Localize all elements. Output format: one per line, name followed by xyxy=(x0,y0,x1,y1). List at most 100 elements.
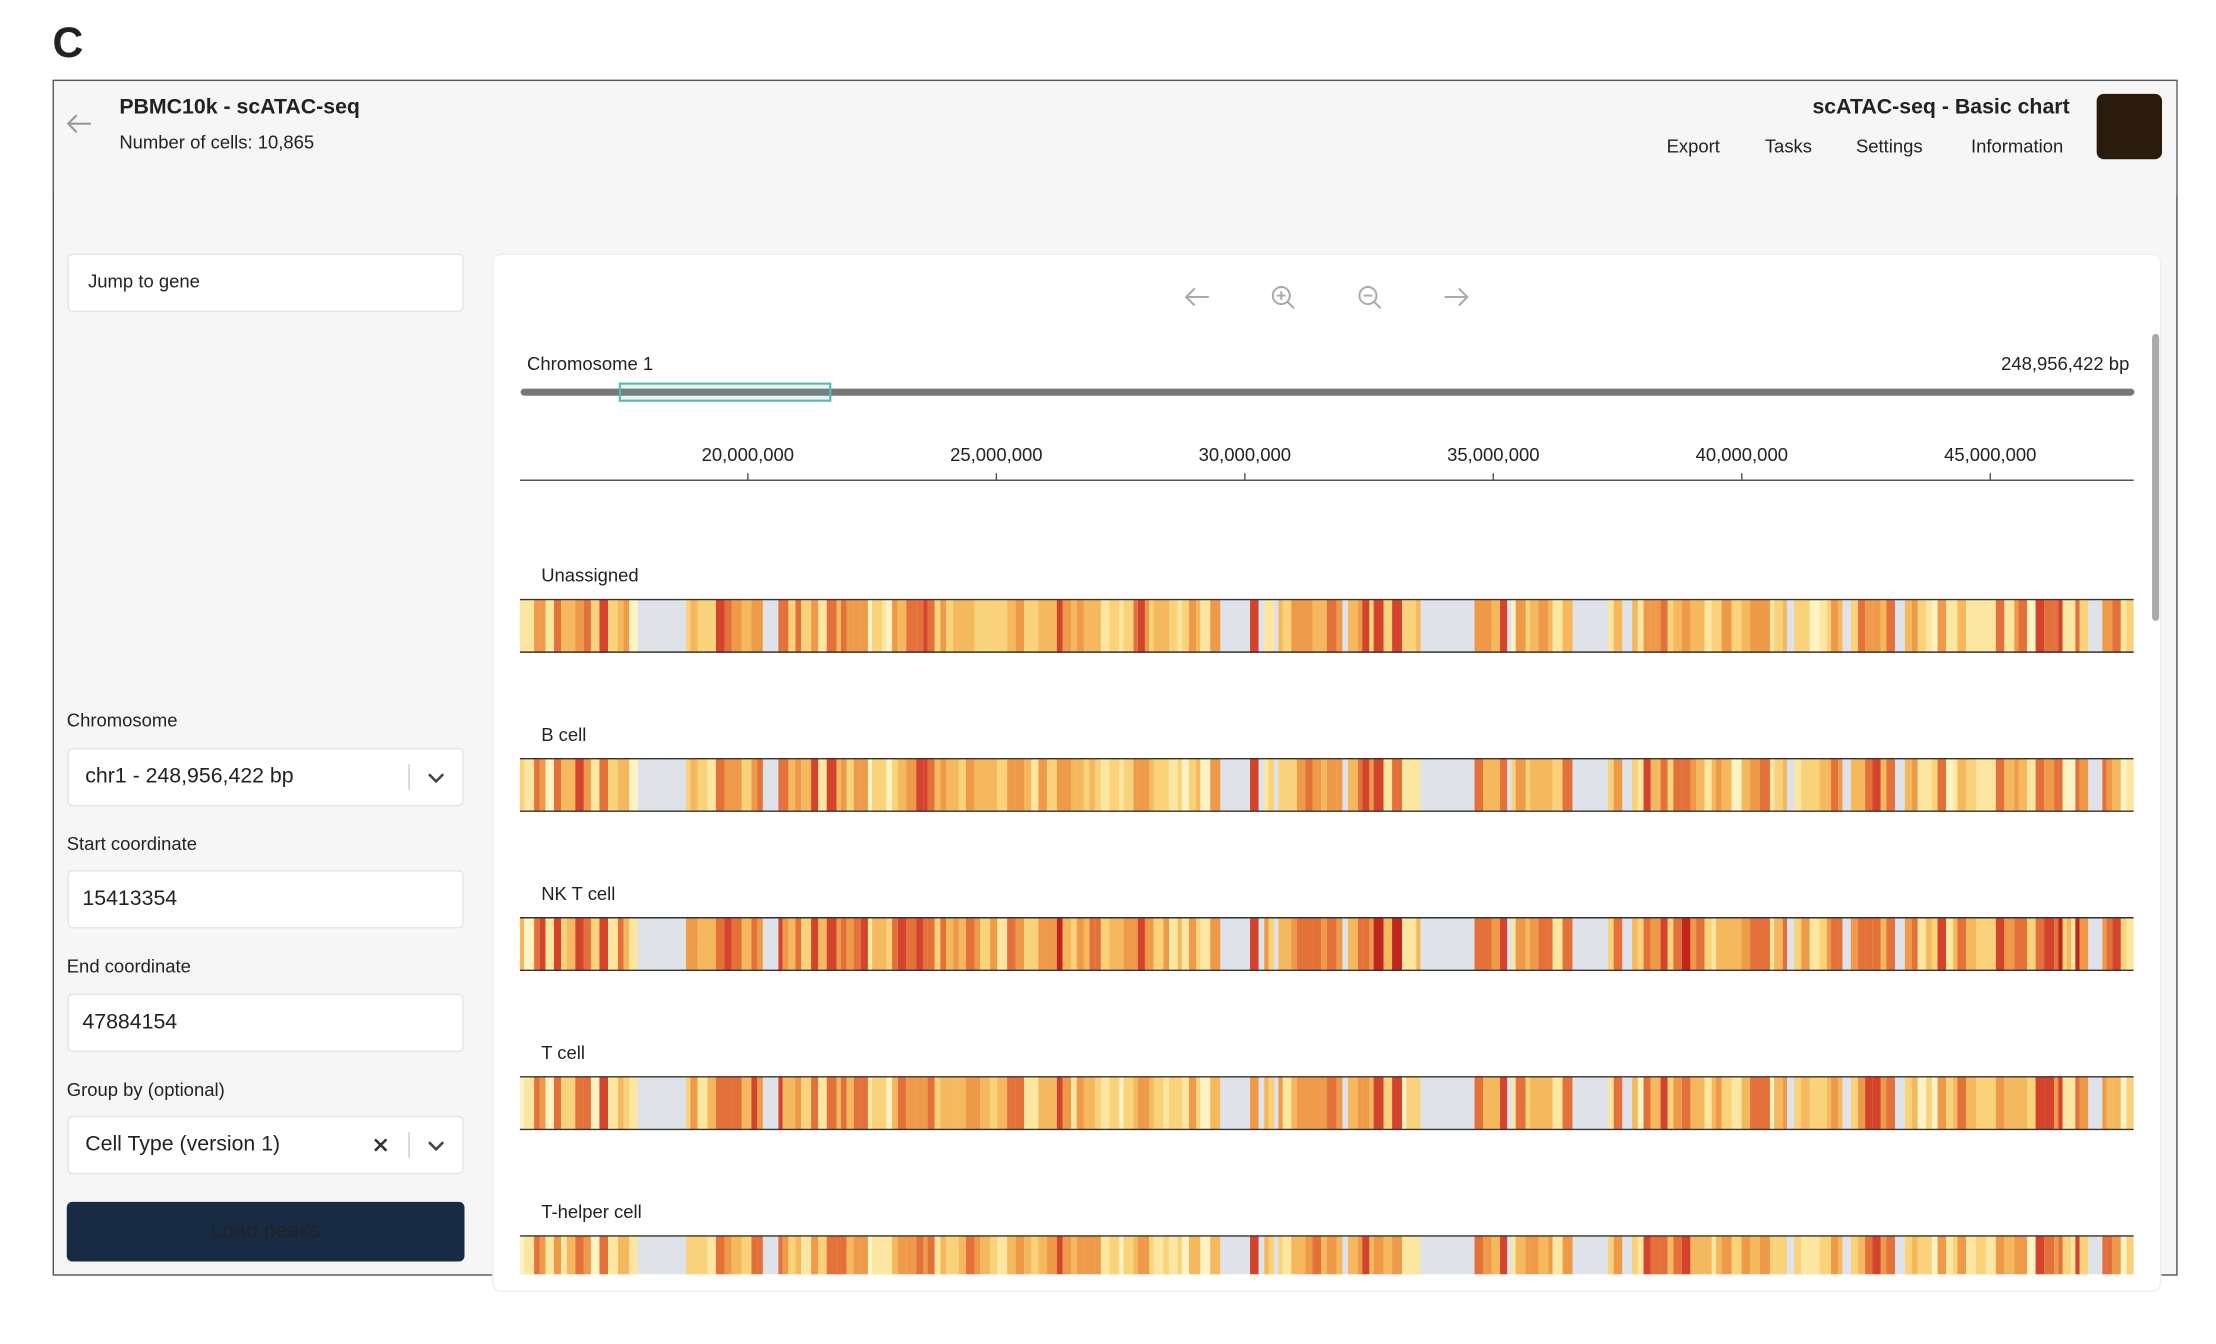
heat-cell xyxy=(1200,917,1211,971)
heat-cell xyxy=(1483,1235,1492,1275)
menu-item[interactable]: Settings xyxy=(1856,136,1923,157)
heat-cell xyxy=(1181,917,1189,971)
heat-cell xyxy=(882,1076,887,1130)
select-value: Cell Type (version 1) xyxy=(85,1132,280,1156)
heat-cell xyxy=(867,917,873,971)
heat-cell xyxy=(782,1235,789,1275)
heat-cell xyxy=(554,758,562,812)
heat-cell xyxy=(1838,1235,1843,1275)
heat-cell xyxy=(1210,1076,1221,1130)
heat-cell xyxy=(1831,599,1839,653)
heat-cell xyxy=(1650,1076,1661,1130)
heat-cell xyxy=(1690,599,1697,653)
heat-cell xyxy=(1296,599,1306,653)
field-label: Start coordinate xyxy=(67,833,197,854)
load-button[interactable] xyxy=(66,1201,465,1262)
heat-cell xyxy=(1474,1235,1484,1275)
heat-cell xyxy=(1144,758,1150,812)
menu-item[interactable]: Information xyxy=(1971,136,2063,157)
heat-cell xyxy=(1632,1235,1638,1275)
clear-icon[interactable] xyxy=(374,1138,388,1152)
chevron[interactable] xyxy=(428,1141,445,1152)
heat-cell xyxy=(1291,1235,1297,1275)
heat-cell xyxy=(629,1076,638,1130)
heat-cell xyxy=(617,599,624,653)
heat-cell xyxy=(788,758,796,812)
avatar[interactable] xyxy=(2096,93,2163,160)
heat-cell xyxy=(882,917,887,971)
heat-cell xyxy=(1089,917,1096,971)
heat-cell xyxy=(801,1076,812,1130)
heat-cell xyxy=(1511,1235,1516,1275)
end-input[interactable] xyxy=(67,993,464,1052)
heat-cell xyxy=(1741,917,1751,971)
heat-cell xyxy=(872,1076,883,1130)
heat-cell xyxy=(2027,758,2036,812)
heat-cell xyxy=(1538,917,1549,971)
heat-cell xyxy=(1123,917,1134,971)
heat-cell xyxy=(1278,1235,1283,1275)
heat-cell xyxy=(906,1235,917,1275)
heat-cell xyxy=(1402,917,1407,971)
pan-right[interactable] xyxy=(1444,287,1469,307)
heat-cell xyxy=(1667,1076,1674,1130)
start-input[interactable] xyxy=(67,870,464,929)
heat-cell xyxy=(1880,599,1887,653)
heat-cell xyxy=(617,1235,624,1275)
chromosome-select[interactable] xyxy=(67,747,464,807)
zoom-out[interactable] xyxy=(1358,286,1382,310)
heat-cell xyxy=(1826,758,1832,812)
heat-cell xyxy=(1149,1235,1154,1275)
chevron[interactable] xyxy=(428,773,445,784)
heat-cell xyxy=(741,1076,752,1130)
heat-cell xyxy=(1953,758,1958,812)
heat-cell xyxy=(2102,1235,2107,1275)
heat-cell xyxy=(795,917,802,971)
heat-cell xyxy=(561,758,567,812)
zoom-in[interactable] xyxy=(1271,286,1295,310)
heat-cell xyxy=(1931,917,1938,971)
heat-cell xyxy=(1200,1076,1211,1130)
menu-item[interactable]: Tasks xyxy=(1765,136,1812,157)
gene-search[interactable] xyxy=(67,253,464,312)
heat-cell xyxy=(1667,917,1674,971)
heat-cell xyxy=(1095,599,1101,653)
heat-cell xyxy=(1632,758,1638,812)
heat-cell xyxy=(607,1235,618,1275)
back-arrow[interactable] xyxy=(66,114,91,133)
heat-cell xyxy=(1491,1235,1501,1275)
heat-cell xyxy=(1137,758,1145,812)
heat-cell xyxy=(1188,917,1197,971)
heat-cell xyxy=(1552,917,1563,971)
heat-cell xyxy=(1613,1076,1623,1130)
heat-cell xyxy=(2102,758,2107,812)
heat-cell xyxy=(707,917,716,971)
heat-cell xyxy=(892,1235,898,1275)
heat-cell xyxy=(1782,599,1788,653)
heat-cell xyxy=(2066,917,2072,971)
heat-cell xyxy=(1358,758,1363,812)
heat-cell xyxy=(599,758,608,812)
menu-item[interactable]: Export xyxy=(1667,136,1720,157)
heat-cell xyxy=(1416,758,1421,812)
heat-cell xyxy=(2054,917,2059,971)
heat-cell xyxy=(886,1235,893,1275)
pan-left[interactable] xyxy=(1184,287,1209,307)
heat-cell xyxy=(2071,758,2076,812)
scrollbar[interactable] xyxy=(2152,333,2160,621)
heat-cell xyxy=(1416,1235,1421,1275)
heat-cell xyxy=(1538,599,1549,653)
heat-cell xyxy=(940,1235,947,1275)
groupby-select[interactable] xyxy=(67,1115,464,1175)
heat-cell xyxy=(1660,1235,1668,1275)
heat-cell xyxy=(1632,599,1638,653)
heat-cell xyxy=(872,758,883,812)
heat-cell xyxy=(2106,758,2113,812)
heat-cell xyxy=(2062,758,2067,812)
heat-cell xyxy=(697,1076,708,1130)
heat-cell xyxy=(1838,599,1843,653)
heat-cell xyxy=(2035,917,2045,971)
heat-cell xyxy=(731,599,742,653)
heat-cell xyxy=(980,1235,991,1275)
heat-cell xyxy=(697,1235,708,1275)
